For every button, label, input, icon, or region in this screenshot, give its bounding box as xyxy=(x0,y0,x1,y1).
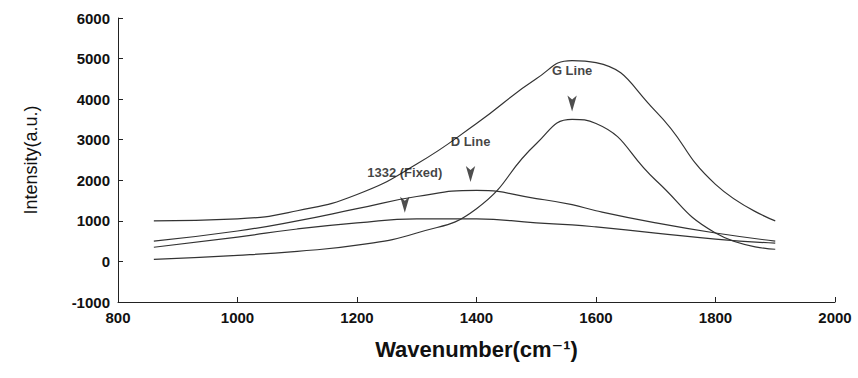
svg-text:-1000: -1000 xyxy=(72,294,110,311)
svg-text:3000: 3000 xyxy=(77,131,110,148)
svg-text:2000: 2000 xyxy=(818,309,851,326)
svg-text:Wavenumber(cm⁻¹): Wavenumber(cm⁻¹) xyxy=(375,337,578,362)
svg-text:5000: 5000 xyxy=(77,50,110,67)
svg-text:D Line: D Line xyxy=(451,134,491,149)
svg-text:2000: 2000 xyxy=(77,172,110,189)
svg-text:1000: 1000 xyxy=(77,212,110,229)
svg-text:6000: 6000 xyxy=(77,10,110,27)
svg-text:1600: 1600 xyxy=(579,309,612,326)
svg-text:Intensity(a.u.): Intensity(a.u.) xyxy=(21,105,41,214)
svg-text:4000: 4000 xyxy=(77,91,110,108)
svg-text:1400: 1400 xyxy=(460,309,493,326)
svg-text:1332 (Fixed): 1332 (Fixed) xyxy=(367,165,442,180)
svg-text:1800: 1800 xyxy=(699,309,732,326)
svg-text:G Line: G Line xyxy=(552,63,592,78)
svg-text:800: 800 xyxy=(105,309,130,326)
svg-text:1000: 1000 xyxy=(221,309,254,326)
svg-text:1200: 1200 xyxy=(340,309,373,326)
svg-text:0: 0 xyxy=(102,253,110,270)
